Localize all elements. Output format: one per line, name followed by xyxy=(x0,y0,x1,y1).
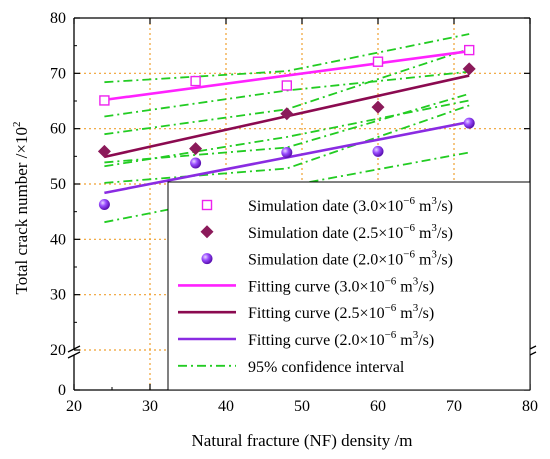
axis-break-mark xyxy=(67,351,81,359)
confidence-interval-line xyxy=(104,104,470,184)
data-point xyxy=(281,80,292,91)
legend-label-mid: m xyxy=(415,225,432,242)
data-points xyxy=(97,44,476,210)
y-tick-label: 40 xyxy=(50,231,66,248)
legend-label-exp: −6 xyxy=(403,222,415,234)
y-tick-label: 80 xyxy=(50,10,66,27)
data-point xyxy=(99,95,110,106)
legend-label-prefix: Simulation date (2.0×10 xyxy=(248,252,403,269)
y-tick-label: 70 xyxy=(50,65,66,82)
legend-label-exp: −6 xyxy=(403,249,415,261)
data-point xyxy=(97,144,111,158)
axis-break-mark xyxy=(67,345,81,353)
data-point xyxy=(280,107,294,121)
legend-label-prefix: 95% confidence interval xyxy=(248,359,405,376)
x-tick-label: 70 xyxy=(446,398,462,415)
legend: Simulation date (3.0×10−6 m3/s)Simulatio… xyxy=(167,181,531,391)
data-point xyxy=(463,117,475,129)
legend-label: Simulation date (2.5×10−6 m3/s) xyxy=(248,222,453,242)
legend-label-exp: −6 xyxy=(385,275,397,287)
y-tick-label: 50 xyxy=(50,176,66,193)
legend-label-mid: m xyxy=(396,305,413,322)
data-point xyxy=(190,75,201,87)
data-point xyxy=(190,157,202,169)
legend-label: Fitting curve (2.5×10−6 m3/s) xyxy=(248,302,434,322)
legend-label-prefix: Simulation date (2.5×10 xyxy=(248,225,403,242)
legend-label-exp2: 3 xyxy=(431,249,437,261)
fitting-curves xyxy=(104,49,470,195)
legend-label: Simulation date (2.0×10−6 m3/s) xyxy=(248,249,453,269)
legend-marker-square xyxy=(201,199,213,211)
y-tick-label: 30 xyxy=(50,287,66,304)
x-axis-title: Natural fracture (NF) density /m xyxy=(192,431,413,450)
legend-label-exp2: 3 xyxy=(413,302,419,314)
data-point xyxy=(372,56,384,67)
x-tick-label: 20 xyxy=(66,398,82,415)
y-axis-title: Total crack number /×102 xyxy=(11,122,31,295)
y-axis-title-exponent: 2 xyxy=(11,122,23,128)
legend-label-mid: m xyxy=(396,278,413,295)
x-tick-label: 60 xyxy=(370,398,386,415)
legend-marker-diamond xyxy=(200,225,214,239)
x-tick-label: 80 xyxy=(522,398,538,415)
data-point xyxy=(371,100,385,114)
x-tick-label: 50 xyxy=(294,398,310,415)
legend-label-suffix: /s) xyxy=(437,198,453,215)
data-point xyxy=(281,146,293,158)
legend-label-suffix: /s) xyxy=(418,305,434,322)
data-point xyxy=(98,198,110,210)
data-point xyxy=(372,145,384,157)
legend-label: Simulation date (3.0×10−6 m3/s) xyxy=(248,195,453,215)
legend-label-prefix: Fitting curve (3.0×10 xyxy=(248,278,385,295)
legend-label: Fitting curve (2.0×10−6 m3/s) xyxy=(248,329,434,349)
legend-label: Fitting curve (3.0×10−6 m3/s) xyxy=(248,275,434,295)
legend-label-exp2: 3 xyxy=(431,222,437,234)
y-tick-label: 60 xyxy=(50,121,66,138)
legend-label-exp: −6 xyxy=(403,195,415,207)
y-tick-label: 0 xyxy=(58,382,66,399)
legend-label-exp2: 3 xyxy=(413,329,419,341)
confidence-interval-line xyxy=(104,92,470,164)
data-point xyxy=(189,142,203,156)
legend-label-mid: m xyxy=(415,252,432,269)
legend-label-exp2: 3 xyxy=(431,195,437,207)
y-tick-label: 20 xyxy=(50,342,66,359)
legend-label-suffix: /s) xyxy=(418,332,434,349)
legend-label-suffix: /s) xyxy=(437,252,453,269)
legend-label-prefix: Fitting curve (2.5×10 xyxy=(248,305,385,322)
legend-label-exp2: 3 xyxy=(413,275,419,287)
legend-label-prefix: Simulation date (3.0×10 xyxy=(248,198,403,215)
legend-label-mid: m xyxy=(396,332,413,349)
x-tick-label: 40 xyxy=(218,398,234,415)
confidence-interval-line xyxy=(104,33,470,84)
legend-marker-ball xyxy=(201,253,213,265)
x-tick-label: 30 xyxy=(142,398,158,415)
fitting-curve xyxy=(104,49,470,102)
legend-label-exp: −6 xyxy=(385,329,397,341)
data-point xyxy=(464,44,475,56)
legend-label-mid: m xyxy=(415,198,432,215)
legend-label-suffix: /s) xyxy=(437,225,453,242)
legend-label-prefix: Fitting curve (2.0×10 xyxy=(248,332,385,349)
legend-label-suffix: /s) xyxy=(418,278,434,295)
data-point xyxy=(462,62,476,76)
legend-label: 95% confidence interval xyxy=(248,359,405,376)
legend-label-exp: −6 xyxy=(385,302,397,314)
y-axis-title-text: Total crack number /×10 xyxy=(12,127,31,294)
